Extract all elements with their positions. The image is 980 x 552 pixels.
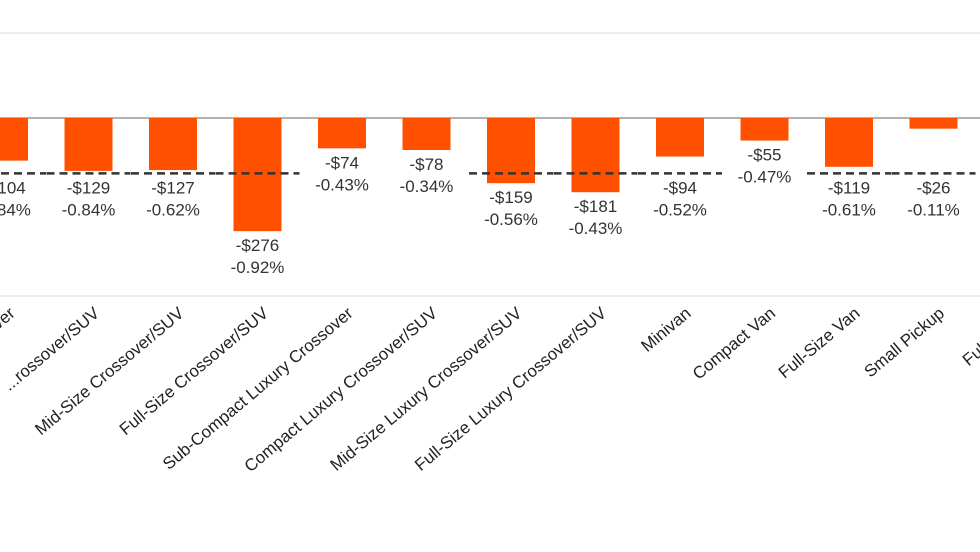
value-label: -$181 bbox=[574, 197, 617, 216]
value-label: -$55 bbox=[747, 146, 781, 165]
value-label: -$276 bbox=[236, 236, 279, 255]
bar bbox=[740, 118, 789, 141]
value-label: -$94 bbox=[663, 178, 697, 197]
bar bbox=[64, 118, 113, 171]
percent-label: -0.84% bbox=[0, 200, 31, 219]
percent-label: -0.11% bbox=[907, 200, 960, 219]
value-label: -$104 bbox=[0, 178, 26, 197]
percent-label: -0.52% bbox=[653, 200, 707, 219]
bar bbox=[656, 118, 704, 157]
category-label: Full-Size... bbox=[959, 304, 980, 370]
value-label: -$127 bbox=[151, 178, 194, 197]
percent-label: -0.56% bbox=[484, 210, 538, 229]
percent-label: -0.43% bbox=[569, 219, 623, 238]
percent-label: -0.34% bbox=[400, 177, 454, 196]
category-label: Compact Van bbox=[689, 304, 779, 384]
value-label: -$159 bbox=[489, 188, 532, 207]
bar bbox=[825, 118, 873, 167]
bar bbox=[571, 118, 620, 193]
category-label: ...over bbox=[0, 303, 19, 348]
percent-label: -0.43% bbox=[315, 175, 369, 194]
value-label: -$119 bbox=[828, 178, 870, 197]
bar bbox=[318, 118, 366, 149]
category-label: Mid-Size Crossover/SUV bbox=[31, 303, 188, 439]
value-label: -$129 bbox=[67, 178, 110, 197]
bar bbox=[0, 118, 28, 161]
bar bbox=[402, 118, 451, 150]
percent-label: -0.84% bbox=[62, 200, 116, 219]
bar bbox=[909, 118, 958, 129]
bar bbox=[149, 118, 197, 171]
category-label: Full-Size Crossover/SUV bbox=[116, 303, 273, 439]
category-label: Small Pickup bbox=[861, 304, 948, 382]
category-label: Full-Size Van bbox=[775, 304, 864, 383]
value-label: -$26 bbox=[916, 178, 950, 197]
percent-label: -0.92% bbox=[231, 258, 285, 277]
category-label: Minivan bbox=[637, 304, 694, 356]
value-label: -$74 bbox=[325, 153, 359, 172]
percent-label: -0.61% bbox=[822, 200, 876, 219]
value-labels-group: -$104 -0.84% -$129 -0.84% -$127 -0.62% -$276 -0… bbox=[0, 146, 960, 278]
percent-label: -0.62% bbox=[146, 200, 200, 219]
percent-label: -0.47% bbox=[738, 168, 792, 187]
value-label: -$78 bbox=[409, 155, 443, 174]
